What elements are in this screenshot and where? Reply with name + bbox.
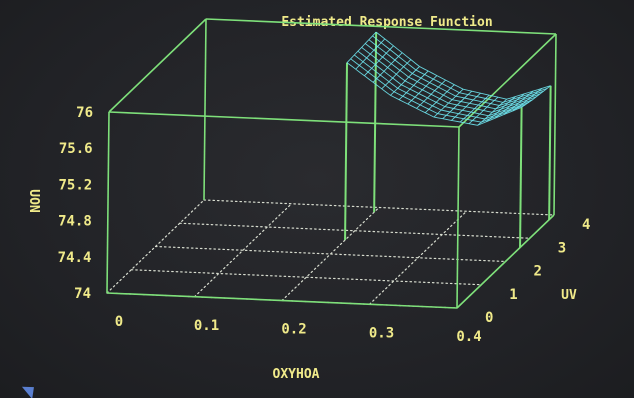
box-edge xyxy=(106,292,458,309)
z-tick-label: 76 xyxy=(76,105,93,121)
drop-line xyxy=(548,85,552,220)
floor-grid-line xyxy=(179,222,531,239)
box-edge xyxy=(203,18,207,201)
surface-mesh-line xyxy=(346,31,377,64)
surface-mesh-line xyxy=(433,88,464,118)
surface-mesh-line xyxy=(407,75,438,105)
y-tick-label: 1 xyxy=(509,287,517,303)
z-tick-label: 74.4 xyxy=(58,250,92,266)
box-edge xyxy=(553,33,557,216)
y-tick-label: 3 xyxy=(558,240,566,256)
box-edge xyxy=(108,18,207,113)
z-axis-label: UON xyxy=(26,189,41,213)
y-tick-label: 2 xyxy=(534,264,542,280)
surface-mesh-line xyxy=(398,70,429,101)
response-surface xyxy=(346,31,551,126)
x-tick-label: 0.3 xyxy=(369,325,394,341)
drop-lines xyxy=(344,32,552,248)
x-tick-label: 0 xyxy=(115,314,123,330)
chart-title: Estimated Response Function xyxy=(281,15,492,30)
box-edge xyxy=(456,126,460,309)
surface-mesh-line xyxy=(477,98,507,126)
surface-mesh-line xyxy=(355,38,386,70)
bounding-box xyxy=(106,18,557,309)
drop-line xyxy=(519,107,523,248)
surface-mesh-line xyxy=(521,85,551,108)
surface-mesh-line xyxy=(512,88,543,112)
z-tick-label: 74 xyxy=(74,286,91,302)
surface-mesh-line xyxy=(346,62,522,126)
surface-mesh-line xyxy=(381,59,412,90)
z-tick-label: 75.6 xyxy=(59,141,93,157)
y-tick-label: 0 xyxy=(485,310,493,326)
drop-line xyxy=(344,62,349,241)
x-axis-label: OXYHOA xyxy=(273,367,320,382)
floor-grid-line xyxy=(203,199,555,216)
surface-mesh-line xyxy=(486,96,516,123)
box-edge xyxy=(108,111,460,128)
x-tick-label: 0.4 xyxy=(456,329,481,345)
surface-mesh-line xyxy=(468,96,499,125)
surface-mesh-line xyxy=(364,45,394,77)
floor-grid-line xyxy=(130,269,482,286)
surface-mesh-line xyxy=(451,92,481,121)
surface-mesh-line xyxy=(503,90,534,115)
surface-mesh-line xyxy=(390,66,420,96)
x-tick-label: 0.1 xyxy=(194,318,219,334)
drop-line xyxy=(373,32,378,213)
surface-mesh-line xyxy=(416,79,446,109)
box-edge xyxy=(205,18,557,35)
z-tick-label: 75.2 xyxy=(58,177,92,193)
surface-mesh-line xyxy=(494,93,525,119)
x-tick-label: 0.2 xyxy=(281,322,306,338)
box-edge xyxy=(456,214,555,309)
z-tick-label: 74.8 xyxy=(58,214,92,230)
floor-grid xyxy=(106,199,555,309)
surface-mesh-line xyxy=(459,94,490,123)
box-edge xyxy=(458,33,557,128)
floor-grid-line xyxy=(154,245,507,263)
surface-mesh-line xyxy=(442,90,473,120)
y-axis-label: UV xyxy=(561,288,577,303)
y-tick-label: 4 xyxy=(582,217,590,233)
surface-mesh-line xyxy=(424,84,455,114)
box-edge xyxy=(106,111,110,294)
surface-mesh-line xyxy=(372,52,403,83)
